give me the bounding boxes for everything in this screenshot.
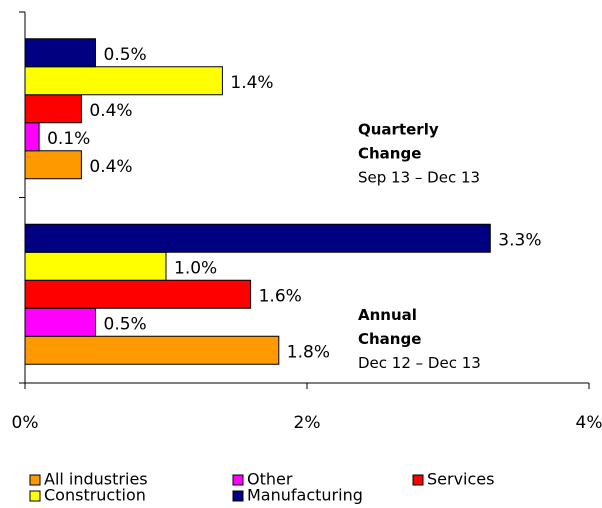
bar (24, 223, 491, 253)
legend-label: Services (427, 470, 494, 489)
legend-label: Construction (44, 486, 146, 505)
group-annotation: Change (358, 145, 421, 163)
group-annotation: Sep 13 – Dec 13 (358, 169, 480, 187)
value-label: 1.6% (259, 286, 302, 306)
x-tick-label: 2% (294, 413, 321, 433)
legend-swatch (412, 474, 424, 486)
legend-label: Other (247, 470, 293, 489)
bar (24, 38, 96, 68)
legend-label: Manufacturing (247, 486, 363, 505)
bar (24, 251, 167, 281)
bar (24, 335, 280, 365)
value-label: 0.5% (104, 314, 147, 334)
legend-swatch (29, 490, 41, 502)
legend-swatch (232, 474, 244, 486)
bar (24, 279, 252, 309)
value-label: 1.0% (174, 258, 217, 278)
bar (24, 307, 96, 337)
legend-label: All industries (44, 470, 148, 489)
bar (24, 94, 82, 124)
bar (24, 150, 82, 180)
value-label: 0.5% (104, 45, 147, 65)
bar (24, 66, 223, 96)
x-tick-label: 4% (576, 413, 602, 433)
value-label: 1.8% (287, 342, 330, 362)
value-label: 0.4% (89, 157, 132, 177)
bar (24, 122, 40, 152)
value-label: 0.4% (89, 101, 132, 121)
value-label: 0.1% (47, 129, 90, 149)
group-annotation: Dec 12 – Dec 13 (358, 354, 481, 372)
value-label: 1.4% (230, 73, 273, 93)
group-annotation: Annual (358, 306, 417, 324)
value-label: 3.3% (498, 230, 541, 250)
group-annotation: Change (358, 330, 421, 348)
x-tick-label: 0% (12, 413, 39, 433)
legend-swatch (29, 474, 41, 486)
group-annotation: Quarterly (358, 121, 439, 139)
legend-swatch (232, 490, 244, 502)
